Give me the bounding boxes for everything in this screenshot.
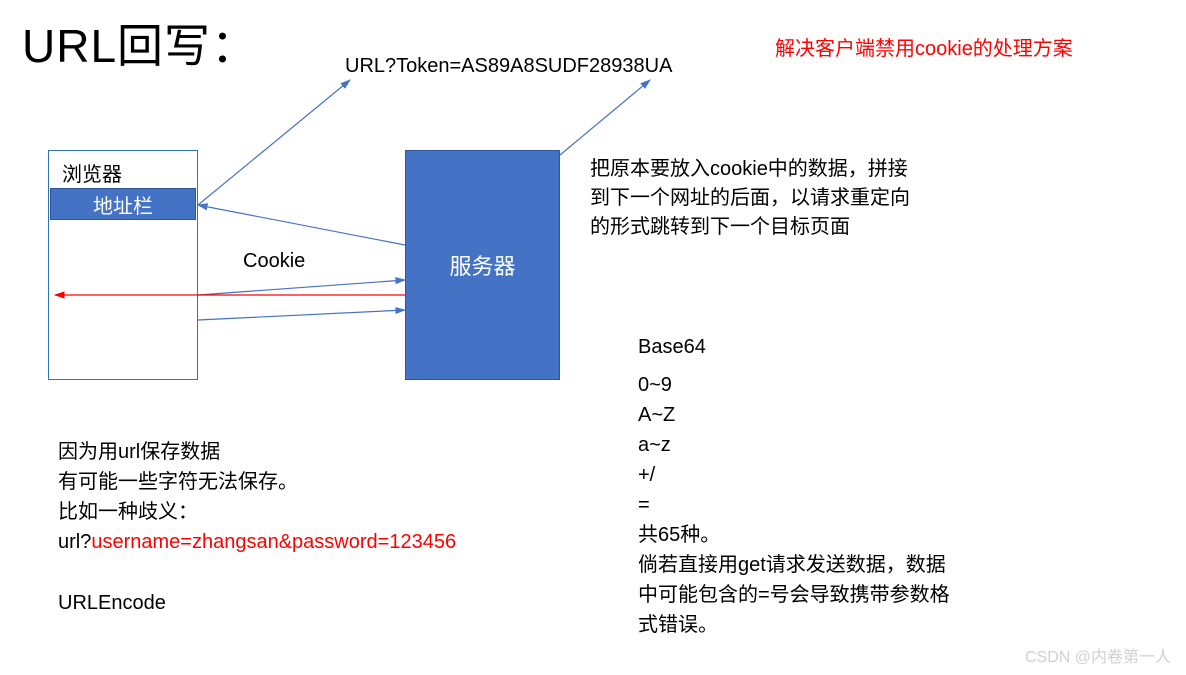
base64-l1: 0~9 (638, 370, 958, 400)
url-note-l2: 有可能一些字符无法保存。 (58, 467, 456, 497)
explanation-text: 把原本要放入cookie中的数据，拼接到下一个网址的后面，以请求重定向的形式跳转… (590, 155, 910, 242)
base64-l5: = (638, 490, 958, 520)
base64-title: Base64 (638, 332, 958, 362)
subtitle-text: 解决客户端禁用cookie的处理方案 (775, 32, 1073, 61)
base64-l2: A~Z (638, 400, 958, 430)
url-note-block: 因为用url保存数据 有可能一些字符无法保存。 比如一种歧义： url?user… (58, 437, 456, 557)
base64-block: Base64 0~9 A~Z a~z +/ = 共65种。 倘若直接用get请求… (638, 332, 958, 640)
url-note-l3: 比如一种歧义： (58, 497, 456, 527)
arrow-browser-to-server-bottom (198, 310, 405, 320)
arrow-browser-to-server-mid (198, 280, 405, 295)
address-bar: 地址栏 (50, 188, 196, 220)
arrow-server-to-url (560, 80, 650, 155)
url-example-line: url?username=zhangsan&password=123456 (58, 527, 456, 557)
url-example: username=zhangsan&password=123456 (91, 531, 456, 553)
urlencode-label: URLEncode (58, 592, 166, 615)
base64-note: 倘若直接用get请求发送数据，数据中可能包含的=号会导致携带参数格式错误。 (638, 550, 958, 640)
url-note-l1: 因为用url保存数据 (58, 437, 456, 467)
browser-label: 浏览器 (62, 158, 122, 187)
cookie-label: Cookie (243, 250, 305, 273)
base64-l3: a~z (638, 430, 958, 460)
address-bar-label: 地址栏 (93, 190, 153, 219)
url-prefix: url? (58, 531, 91, 553)
server-box: 服务器 (405, 150, 560, 380)
base64-l6: 共65种。 (638, 520, 958, 550)
arrow-server-to-browser-top (198, 205, 405, 245)
server-label: 服务器 (449, 249, 515, 281)
watermark: CSDN @内卷第一人 (1025, 643, 1171, 667)
url-token-text: URL?Token=AS89A8SUDF28938UA (345, 55, 672, 78)
base64-l4: +/ (638, 460, 958, 490)
page-title: URL回写： (22, 10, 258, 76)
arrow-browser-to-url (198, 80, 350, 205)
